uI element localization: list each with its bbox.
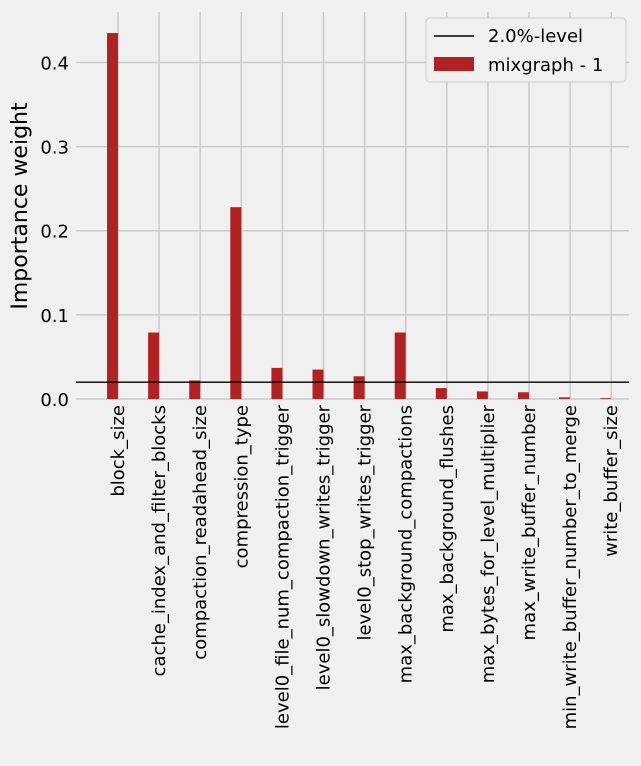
legend-bar-swatch bbox=[434, 57, 474, 71]
bar-level0_file_num_compaction_trigger bbox=[271, 367, 283, 399]
bar-write_buffer_size bbox=[600, 398, 612, 399]
gridlines bbox=[76, 12, 629, 400]
bar-max_background_flushes bbox=[435, 388, 447, 399]
x-tick-label: compression_type bbox=[231, 405, 252, 568]
y-tick-label: 0.3 bbox=[40, 138, 69, 159]
x-tick-label: max_background_flushes bbox=[437, 405, 458, 633]
legend-label-reference: 2.0%-level bbox=[488, 26, 583, 47]
y-tick-label: 0.2 bbox=[40, 222, 69, 243]
x-tick-label: compaction_readahead_size bbox=[190, 405, 211, 660]
legend-label-series: mixgraph - 1 bbox=[488, 55, 603, 76]
x-tick-label: cache_index_and_filter_blocks bbox=[149, 405, 170, 676]
x-tick-label: max_write_buffer_number bbox=[519, 404, 540, 640]
legend-box bbox=[425, 17, 627, 83]
bar-max_write_buffer_number bbox=[518, 392, 529, 399]
bars bbox=[107, 33, 612, 400]
x-tick-labels: block_size cache_index_and_filter_blocks c… bbox=[108, 404, 622, 729]
x-tick-label: max_bytes_for_level_multiplier bbox=[478, 404, 499, 683]
y-tick-labels: 0.0 0.1 0.2 0.3 0.4 bbox=[40, 53, 69, 411]
y-axis-label: Importance weight bbox=[8, 102, 33, 310]
x-tick-label: level0_file_num_compaction_trigger bbox=[272, 404, 293, 729]
bar-cache_index_and_filter_blocks bbox=[148, 332, 160, 399]
x-tick-label: write_buffer_size bbox=[601, 405, 622, 557]
x-tick-label: min_write_buffer_number_to_merge bbox=[560, 405, 581, 729]
bar-level0_slowdown_writes_trigger bbox=[312, 369, 324, 399]
bar-min_write_buffer_number_to_merge bbox=[559, 397, 571, 399]
bar-compaction_readahead_size bbox=[189, 380, 201, 399]
x-tick-label: level0_slowdown_writes_trigger bbox=[314, 404, 335, 690]
x-tick-label: max_background_compactions bbox=[396, 405, 417, 683]
bar-max_bytes_for_level_multiplier bbox=[476, 391, 488, 399]
bar-level0_stop_writes_trigger bbox=[353, 376, 365, 399]
bar-compression_type bbox=[230, 207, 242, 399]
y-tick-label: 0.0 bbox=[40, 390, 69, 411]
x-tick-label: level0_stop_writes_trigger bbox=[355, 404, 376, 640]
legend: 2.0%-level mixgraph - 1 bbox=[425, 17, 627, 83]
y-tick-label: 0.1 bbox=[40, 306, 69, 327]
bar-block_size bbox=[107, 33, 118, 400]
x-tick-label: block_size bbox=[108, 405, 129, 497]
bar-max_background_compactions bbox=[394, 332, 406, 399]
y-tick-label: 0.4 bbox=[40, 53, 69, 74]
